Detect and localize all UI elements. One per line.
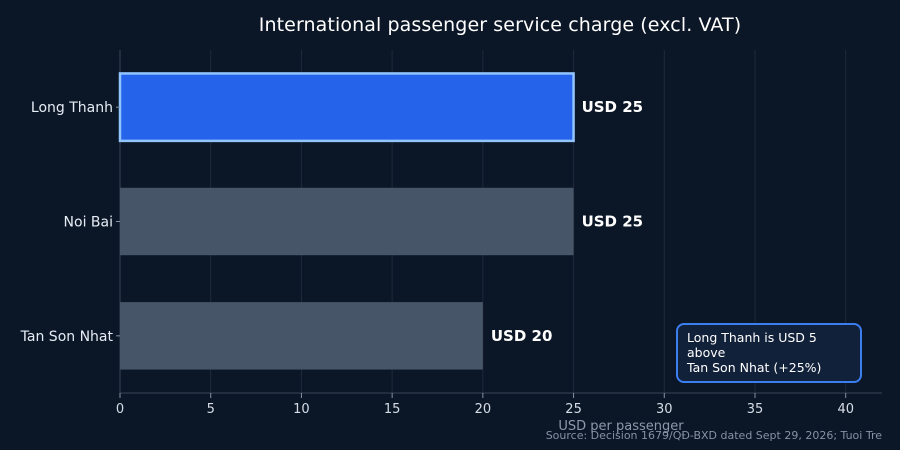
x-tick-label-5: 25 [565,402,582,417]
chart-title: International passenger service charge (… [258,14,742,36]
value-label-1: USD 25 [582,213,644,231]
annotation-line-1: Long Thanh is USD 5 above [687,330,817,360]
category-label-1: Noi Bai [64,215,113,231]
x-tick-label-7: 35 [747,402,764,417]
x-tick-label-1: 5 [207,402,215,417]
x-tick-label-4: 20 [475,402,492,417]
annotation-line-2: Tan Son Nhat (+25%) [687,360,822,375]
value-label-2: USD 20 [491,327,553,345]
x-tick-label-2: 10 [293,402,310,417]
value-label-0: USD 25 [582,98,644,116]
annotation-callout: Long Thanh is USD 5 above Tan Son Nhat (… [676,323,862,383]
x-tick-label-3: 15 [384,402,401,417]
source-note: Source: Decision 1679/QĐ-BXD dated Sept … [545,429,882,442]
category-label-2: Tan Son Nhat [20,329,114,345]
x-axis-title: USD per passenger [558,419,684,434]
category-label-0: Long Thanh [31,100,113,116]
x-tick-label-0: 0 [116,402,124,417]
bar-tan-son-nhat [120,302,483,370]
bar-noi-bai [120,187,574,256]
x-tick-label-8: 40 [837,402,854,417]
bar-long-thanh [118,72,575,143]
x-tick-label-6: 30 [656,402,673,417]
